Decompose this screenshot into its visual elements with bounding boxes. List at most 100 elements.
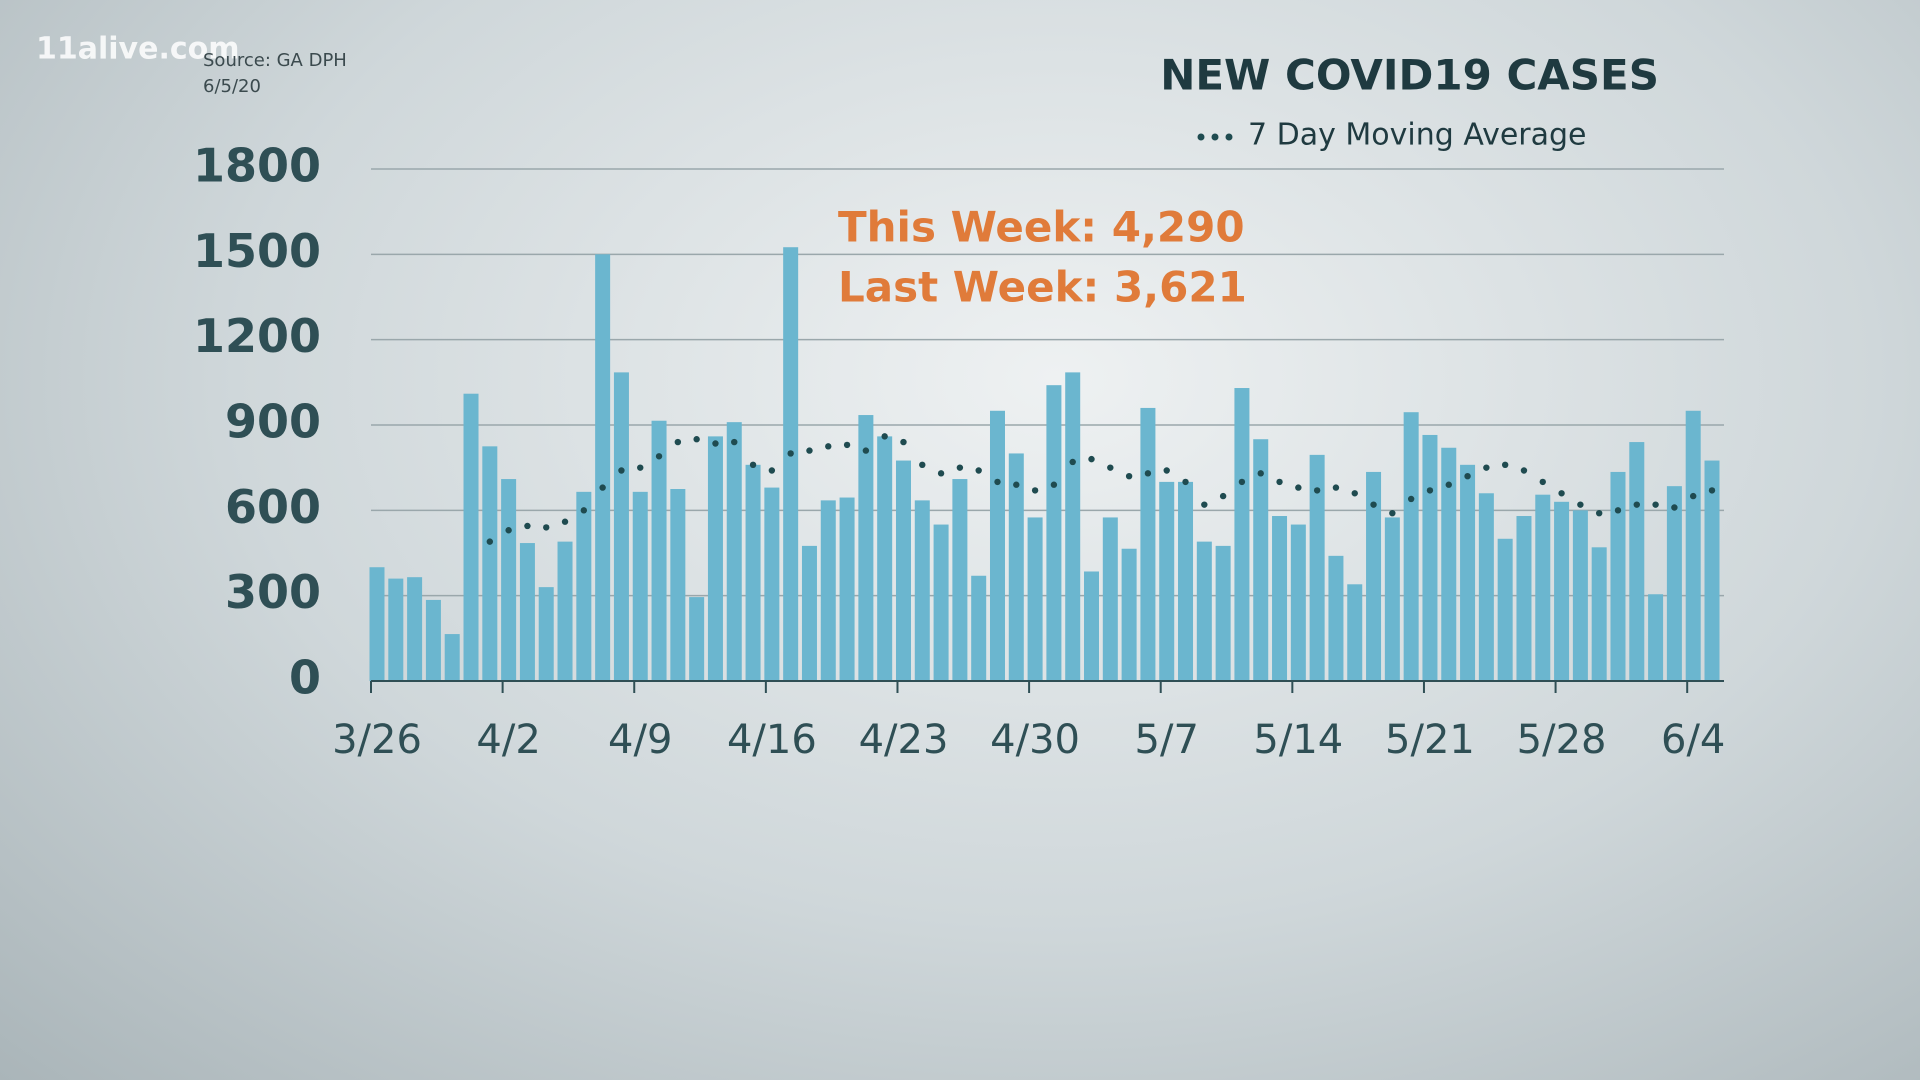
moving-average-dot	[1539, 478, 1546, 486]
x-tick-label: 5/7	[1135, 717, 1199, 763]
bar	[971, 575, 987, 681]
annotation: Last Week: 3,621	[838, 263, 1247, 312]
x-tick-label: 5/14	[1253, 717, 1343, 763]
moving-average-dot	[1520, 467, 1528, 474]
moving-average-dot	[486, 538, 494, 545]
moving-average-dot	[637, 464, 644, 471]
moving-average-dot	[618, 467, 625, 474]
moving-average-dot	[505, 527, 512, 534]
bar	[707, 436, 723, 681]
bar	[1121, 548, 1137, 681]
legend-label: 7 Day Moving Average	[1248, 118, 1587, 153]
y-tick-label: 1800	[193, 139, 321, 193]
bar	[407, 577, 423, 681]
bar	[501, 479, 517, 681]
x-tick-label: 4/16	[727, 717, 817, 763]
moving-average-dot	[580, 507, 588, 514]
moving-average-dot	[768, 467, 776, 474]
moving-average-dot	[1219, 492, 1227, 500]
bar	[895, 460, 911, 681]
date: 6/5/20	[203, 76, 261, 97]
bar	[1140, 407, 1156, 681]
legend-dot	[1225, 133, 1233, 141]
bar	[557, 541, 573, 681]
moving-average-dot	[900, 438, 907, 446]
moving-average-dot	[919, 461, 926, 469]
moving-average-dot	[787, 450, 794, 457]
logo: 11alive.com	[36, 32, 240, 67]
moving-average-dot	[1558, 490, 1565, 497]
bar	[1460, 464, 1476, 681]
bar	[1591, 547, 1607, 681]
bar	[369, 567, 385, 681]
bar	[820, 500, 836, 681]
x-tick-label: 4/30	[990, 717, 1080, 763]
y-tick-label: 600	[225, 480, 321, 534]
bar	[1366, 471, 1382, 681]
x-tick-label: 5/21	[1385, 717, 1475, 763]
bar	[463, 393, 479, 681]
bar	[482, 446, 498, 681]
bar	[1272, 516, 1288, 681]
moving-average-dot	[1689, 492, 1697, 500]
moving-average-dot	[655, 453, 663, 460]
bar	[576, 491, 592, 681]
bar	[1610, 471, 1626, 681]
moving-average-dot	[1182, 478, 1189, 486]
bar	[670, 489, 686, 681]
bar	[689, 597, 705, 681]
moving-average-dot	[1389, 509, 1396, 517]
moving-average-dot	[1107, 464, 1114, 471]
bar	[1516, 516, 1532, 681]
bar	[801, 545, 817, 681]
x-tick-label: 4/9	[608, 717, 672, 763]
moving-average-dot	[1125, 473, 1133, 480]
moving-average-dot	[1370, 501, 1377, 508]
moving-average-dot	[599, 484, 606, 491]
bar	[1629, 442, 1645, 681]
bar	[933, 524, 949, 681]
bar	[425, 599, 441, 681]
bar	[1535, 494, 1551, 681]
moving-average-dot	[1332, 484, 1340, 491]
y-tick-label: 300	[225, 565, 321, 619]
moving-average-dot	[543, 524, 550, 531]
y-tick-label: 1200	[193, 309, 321, 363]
bar	[989, 410, 1005, 681]
bar	[952, 479, 968, 681]
moving-average-dot	[1483, 464, 1490, 471]
moving-average-dot	[1501, 461, 1509, 469]
moving-average-dot	[975, 467, 982, 474]
x-tick-label: 6/4	[1661, 717, 1725, 763]
y-tick-label: 900	[225, 395, 321, 449]
bar	[1648, 594, 1664, 681]
bar	[1084, 571, 1100, 681]
moving-average-dot	[1257, 470, 1264, 477]
annotation: This Week: 4,290	[838, 203, 1245, 252]
moving-average-dot	[843, 441, 851, 449]
bar	[595, 254, 611, 682]
bar	[388, 578, 404, 681]
moving-average-dot	[1050, 481, 1058, 488]
bar	[1046, 385, 1062, 681]
bar	[444, 634, 460, 681]
legend-dot	[1211, 133, 1219, 141]
moving-average-dot	[1671, 504, 1678, 511]
bar	[745, 464, 761, 681]
moving-average-dot	[825, 443, 832, 450]
bar	[1196, 541, 1212, 681]
bar	[1384, 517, 1400, 681]
x-tick-label: 3/26	[332, 717, 422, 763]
bar	[764, 487, 780, 681]
bar	[1253, 439, 1269, 681]
bar	[1159, 481, 1175, 681]
moving-average-dot	[1238, 478, 1246, 486]
bar	[1403, 412, 1419, 681]
moving-average-dot	[1144, 470, 1152, 477]
bar	[1347, 584, 1363, 681]
moving-average-dot	[674, 438, 682, 446]
moving-average-dot	[806, 447, 813, 454]
bar	[651, 420, 667, 681]
